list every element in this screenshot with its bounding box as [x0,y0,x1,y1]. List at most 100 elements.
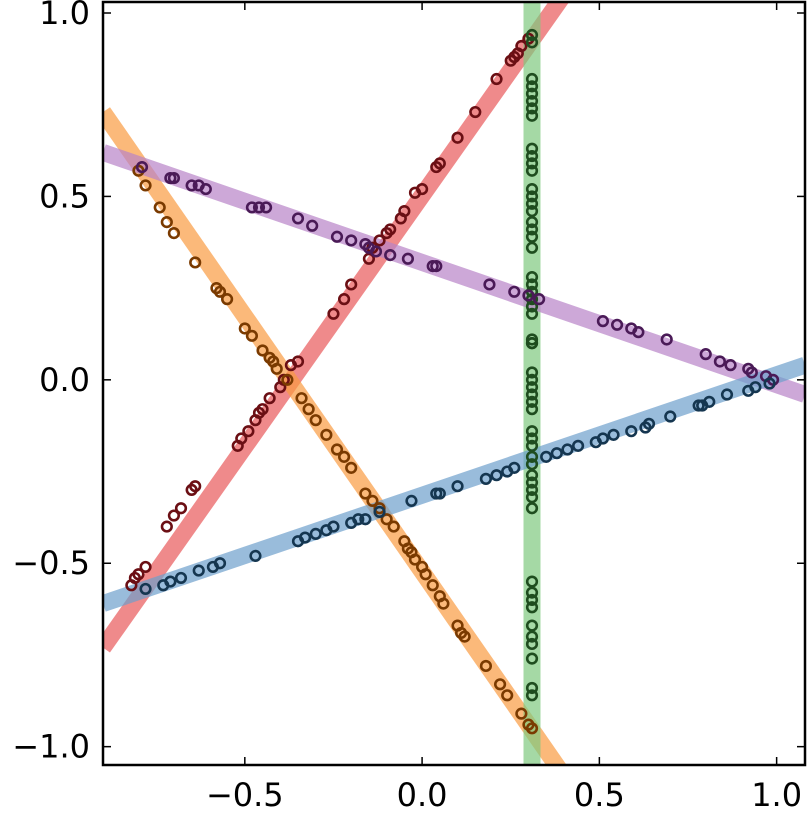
series-2-point [479,659,493,673]
series-5-point [607,428,620,441]
series-3-point [525,476,539,489]
series-2-point [408,553,422,566]
series-4-point [596,315,610,328]
series-5-point [139,582,152,596]
x-tick-label: 0.0 [397,776,448,814]
series-1-point [373,234,386,247]
series-1-point [263,392,276,405]
series-1-band [103,2,570,653]
series-2-point [281,373,294,386]
axes-frame [101,0,807,767]
series-2-point [238,322,251,335]
series-4-point [430,260,443,273]
series-2-point [419,568,432,581]
series-2-point [167,227,181,240]
series-5-point [508,461,521,474]
series-1-point [415,182,429,196]
series-5-point [479,472,493,485]
series-3-point [525,388,539,401]
series-5-point [763,377,776,390]
series-2-point [320,428,333,441]
series-5-point [720,388,734,401]
series-4-point [306,219,319,232]
series-1-point [384,223,397,236]
series-2-point [359,487,372,500]
series-3-point [525,601,539,614]
series-2-point [302,403,315,416]
series-1-point [490,72,503,86]
series-5-point [309,527,322,540]
series-3-point [525,575,539,588]
series-3-point [525,149,539,163]
series-1-point [256,403,269,416]
series-3-point [525,432,539,445]
series-3-point [525,215,539,229]
series-3-point [525,593,539,607]
series-4-point [699,348,712,361]
series-5-point [405,494,418,507]
series-1-point [167,509,181,522]
series-1-point [398,204,411,218]
series-5-point [327,520,340,533]
series-5-point [490,469,503,482]
series-2-point [330,443,344,456]
series-4-point [330,230,344,243]
y-tick-label: 0.5 [39,177,90,215]
x-tick-label: −0.5 [206,776,284,814]
series-2-point [309,414,322,427]
series-4-point [745,366,758,379]
x-tick-label: 1.0 [751,776,802,814]
series-3-point [525,307,539,320]
series-4-point [508,285,521,298]
series-3-point [525,403,539,416]
series-3-point [525,395,539,408]
series-4-point [401,252,415,265]
series-1-point [160,520,173,533]
series-1-point [469,105,482,119]
series-2-point [160,215,173,229]
series-2-point [139,179,152,192]
series-3-point [525,502,539,515]
series-2-point [525,722,539,735]
series-4-point [660,333,673,346]
y-tick-label: 0.0 [39,361,90,399]
series-3-point [525,87,539,100]
series-2-point [256,344,269,357]
series-3-point [525,36,539,49]
series-3-point [525,381,539,394]
series-2-point [437,597,450,610]
series-3-point [525,230,539,243]
series-3-point [525,366,539,379]
series-4-point [724,359,737,372]
plot-area [103,2,805,765]
series-3-point [525,109,539,122]
series-4-point [167,171,181,185]
series-1-point [291,355,305,368]
series-3-point [525,190,539,203]
series-1-point [139,560,152,574]
series-4-point [369,245,383,258]
series-1-point [362,252,376,265]
series-3-point [525,223,539,236]
series-5-point [352,513,365,526]
series-3-point [525,278,539,291]
series-5-point [174,571,188,585]
series-2-point [213,285,227,298]
series-1-point [515,39,528,53]
series-3-point [525,72,539,86]
series-2-point [153,201,166,214]
series-5-point [664,410,677,423]
y-tick-label: −1.0 [12,728,90,766]
series-4-band [103,144,805,403]
series-3-point [525,689,539,702]
series-5-point [433,487,446,500]
series-4-point [185,179,198,192]
series-3-point [525,483,539,496]
series-2-point [270,362,283,375]
series-5-point [703,395,716,408]
series-3-point [525,300,539,313]
series-3-point [525,458,539,471]
series-5-point [359,513,372,526]
series-3-point [525,142,539,155]
